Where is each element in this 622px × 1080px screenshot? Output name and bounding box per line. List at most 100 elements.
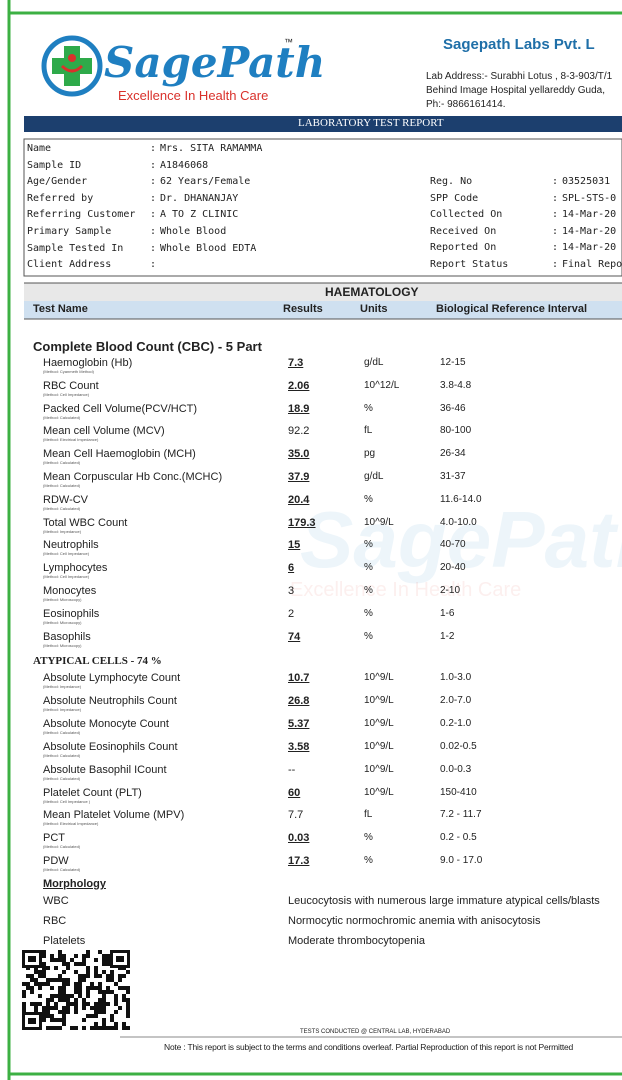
qr-module xyxy=(74,970,78,974)
qr-module xyxy=(42,1018,46,1022)
test-name: Absolute Monocyte Count xyxy=(43,717,169,730)
test-result: -- xyxy=(288,763,296,776)
qr-module xyxy=(42,954,46,958)
qr-module xyxy=(58,978,62,982)
qr-module xyxy=(50,1006,54,1010)
test-name: RBC Count xyxy=(43,379,99,392)
qr-module xyxy=(70,1002,74,1006)
qr-module xyxy=(42,950,46,954)
qr-module xyxy=(94,1026,98,1030)
test-unit: 10^9/L xyxy=(364,763,394,775)
qr-module xyxy=(86,1014,90,1018)
qr-module xyxy=(66,1010,70,1014)
field-separator: : xyxy=(552,209,559,221)
test-range: 3.8-4.8 xyxy=(440,379,472,391)
field-value: Mrs. SITA RAMAMMA xyxy=(160,143,263,154)
test-method: (Method: Calculated) xyxy=(43,844,81,850)
field-separator: : xyxy=(150,159,157,171)
qr-module xyxy=(78,978,82,982)
qr-module xyxy=(102,1010,106,1014)
test-unit: 10^9/L xyxy=(364,717,394,729)
test-unit: % xyxy=(364,402,373,414)
field-value: Whole Blood EDTA xyxy=(160,242,257,254)
qr-module xyxy=(94,1002,98,1006)
test-method: (Method: Cyanmeth Method) xyxy=(43,369,94,374)
qr-module xyxy=(126,1010,130,1014)
field-value: SPL-STS-0 xyxy=(562,192,617,204)
qr-module xyxy=(82,998,86,1002)
test-name: Eosinophils xyxy=(43,607,100,620)
test-unit: 10^9/L xyxy=(364,694,394,706)
qr-module xyxy=(110,1018,114,1022)
qr-module xyxy=(66,978,70,982)
qr-module xyxy=(62,978,66,982)
test-name: Packed Cell Volume(PCV/HCT) xyxy=(43,402,198,415)
field-value: 14-Mar-20 xyxy=(562,225,617,237)
qr-module xyxy=(86,950,90,954)
qr-module xyxy=(102,998,106,1002)
qr-module xyxy=(106,1026,110,1030)
test-method: (Method: Calculated) xyxy=(43,505,81,511)
qr-module xyxy=(38,1002,42,1006)
qr-module xyxy=(118,986,122,990)
qr-module xyxy=(42,982,46,986)
qr-module xyxy=(86,986,90,990)
qr-module xyxy=(22,1002,26,1006)
test-unit: fL xyxy=(364,809,373,821)
qr-module xyxy=(74,954,78,958)
qr-module xyxy=(50,1026,54,1030)
qr-module xyxy=(94,1022,98,1026)
qr-module xyxy=(90,986,94,990)
test-range: 0.02-0.5 xyxy=(440,740,477,752)
qr-module xyxy=(42,970,46,974)
qr-module xyxy=(34,1006,38,1010)
qr-module xyxy=(50,958,54,962)
test-unit: 10^12/L xyxy=(364,379,400,391)
qr-module xyxy=(58,1010,62,1014)
qr-module xyxy=(58,986,62,990)
qr-module xyxy=(98,1002,102,1006)
test-range: 11.6-14.0 xyxy=(440,493,482,505)
qr-module xyxy=(86,994,90,998)
qr-module xyxy=(90,982,94,986)
qr-module xyxy=(106,990,110,994)
qr-module xyxy=(118,978,122,982)
qr-module xyxy=(50,978,54,982)
qr-module xyxy=(50,998,54,1002)
test-name: Absolute Lymphocyte Count xyxy=(43,672,181,684)
test-method: (Method: Calculated) xyxy=(43,729,81,735)
test-name: Absolute Basophil ICount xyxy=(43,763,167,776)
test-method: (Method: Microscopy) xyxy=(43,619,82,625)
qr-module xyxy=(66,962,70,966)
qr-module xyxy=(58,990,62,994)
test-unit: 10^9/L xyxy=(364,516,394,528)
qr-module xyxy=(86,966,90,970)
qr-module xyxy=(50,1018,54,1022)
footer-conducted: TESTS CONDUCTED @ CENTRAL LAB, HYDERABAD xyxy=(300,1029,451,1035)
test-range: 31-37 xyxy=(440,471,466,482)
field-separator: : xyxy=(150,259,157,271)
qr-module xyxy=(126,970,130,974)
column-header: Results xyxy=(283,303,323,315)
test-method: (Method: Cell Impedance) xyxy=(43,574,90,580)
test-result: 10.7 xyxy=(288,672,310,684)
test-result: 74 xyxy=(288,630,301,643)
qr-module xyxy=(98,986,102,990)
qr-module xyxy=(106,962,110,966)
test-name: Mean cell Volume (MCV) xyxy=(43,425,165,438)
field-value: A TO Z CLINIC xyxy=(160,209,239,221)
qr-module xyxy=(22,982,26,986)
qr-module xyxy=(110,990,114,994)
qr-module xyxy=(82,1026,86,1030)
field-label: Referring Customer xyxy=(27,209,136,221)
qr-module xyxy=(90,1026,94,1030)
test-range: 12-15 xyxy=(440,357,466,368)
test-name: PCT xyxy=(43,832,65,845)
qr-module xyxy=(66,994,70,998)
qr-module xyxy=(122,998,126,1002)
qr-module xyxy=(62,986,66,990)
field-label: Received On xyxy=(430,225,497,237)
test-result: 18.9 xyxy=(288,402,310,415)
qr-code xyxy=(22,950,130,1030)
